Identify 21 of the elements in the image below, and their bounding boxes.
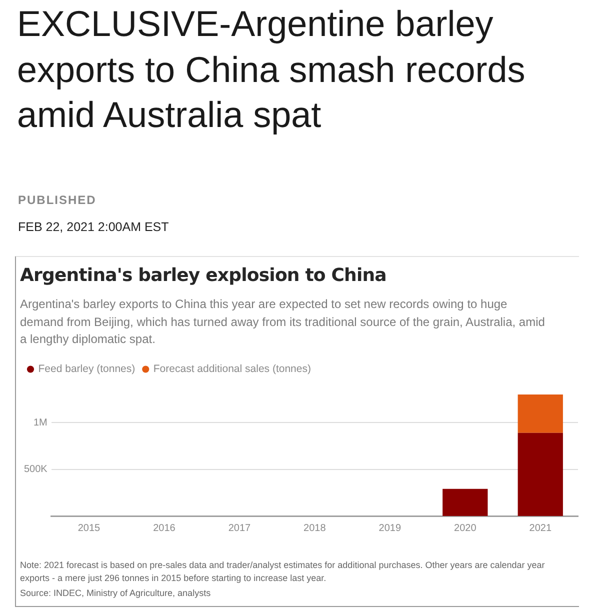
chart-title: Argentina's barley explosion to China	[20, 265, 386, 286]
x-tick-label: 2017	[228, 522, 251, 534]
bar	[518, 394, 563, 433]
legend-label: Feed barley (tonnes)	[38, 363, 136, 376]
x-tick-label: 2021	[529, 522, 552, 534]
x-tick-label: 2016	[153, 522, 176, 534]
y-tick-label: 500K	[24, 464, 48, 476]
bar	[442, 488, 488, 516]
x-tick-label: 2019	[378, 522, 402, 534]
legend-label: Forecast additional sales (tonnes)	[153, 363, 311, 376]
text: PUBLISHED	[18, 193, 96, 207]
source-note: Source: INDEC, Ministry of Agriculture, analysts	[20, 587, 212, 600]
chart-subtitle: Argentina's barley exports to China this year are expected to set new records owing to huge demand from Beijing, which has turned away from its traditional source of the grain, Australia, amid a lengthy diplomatic spat.	[20, 296, 545, 348]
x-tick-label: 2020	[454, 522, 477, 534]
text: EXCLUSIVE-Argentine barley exports to China smash records amid Australia spat	[17, 2, 526, 137]
text: Note: 2021 forecast is based on pre-sales data and trader/analyst estimates for additional purchases. Other years are calendar year exports - a mere just 296 tonnes in 2015 before starting to increase last year.	[20, 559, 546, 585]
bar	[518, 432, 563, 516]
x-tick-label: 2018	[304, 522, 326, 534]
y-tick-label: 1M	[33, 417, 48, 428]
text: FEB 22, 2021 2:00AM EST	[18, 220, 169, 234]
x-tick-label: 2015	[78, 522, 101, 534]
